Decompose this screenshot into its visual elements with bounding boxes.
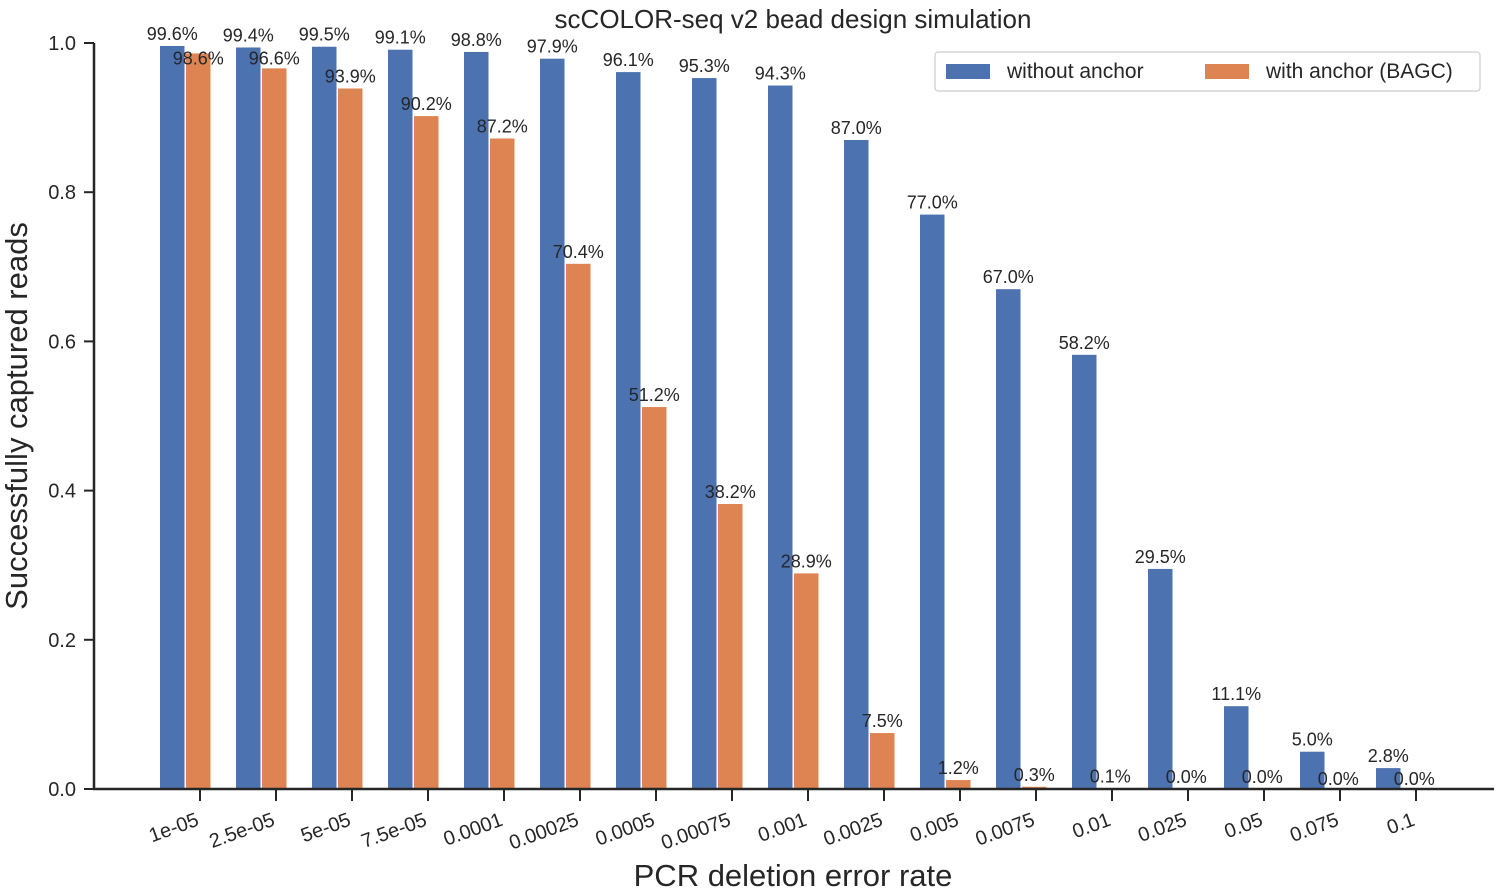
data-label: 96.1% xyxy=(603,50,654,70)
x-tick-label: 5e-05 xyxy=(298,809,354,847)
data-label: 99.6% xyxy=(147,24,198,44)
x-tick-label: 0.1 xyxy=(1384,809,1418,839)
bar-with-anchor xyxy=(490,138,515,789)
legend: without anchor with anchor (BAGC) xyxy=(934,51,1481,92)
bar-without-anchor xyxy=(1148,568,1173,789)
legend-label-with-anchor: with anchor (BAGC) xyxy=(1265,60,1453,83)
data-label: 98.6% xyxy=(173,48,224,68)
data-label: 90.2% xyxy=(401,94,452,114)
data-label: 28.9% xyxy=(781,551,832,571)
data-label: 94.3% xyxy=(755,64,806,84)
x-tick-label: 0.00025 xyxy=(506,809,581,854)
data-label: 38.2% xyxy=(705,482,756,502)
data-label: 1.2% xyxy=(938,758,979,778)
x-tick-label: 0.01 xyxy=(1070,809,1114,843)
y-tick-label: 0.4 xyxy=(48,481,76,503)
legend-swatch-with-anchor xyxy=(1205,64,1249,79)
y-tick-label: 0.6 xyxy=(48,331,76,353)
x-tick-label: 0.0001 xyxy=(441,809,506,851)
x-tick-label: 0.075 xyxy=(1287,809,1342,847)
data-label: 0.0% xyxy=(1242,767,1283,787)
bar-with-anchor xyxy=(718,504,743,789)
x-tick-label: 0.005 xyxy=(907,809,962,847)
bar-without-anchor xyxy=(1224,706,1249,789)
data-label: 98.8% xyxy=(451,30,502,50)
bar-without-anchor xyxy=(768,85,793,790)
x-tick-label: 0.0005 xyxy=(593,809,658,851)
x-tick-label: 2.5e-05 xyxy=(206,809,277,853)
bar-without-anchor xyxy=(540,58,565,789)
bar-without-anchor xyxy=(1072,354,1097,789)
x-tick-label: 1e-05 xyxy=(146,809,202,847)
y-tick-label: 1.0 xyxy=(48,33,76,55)
data-label: 87.0% xyxy=(831,118,882,138)
bar-without-anchor xyxy=(160,45,185,789)
data-label: 96.6% xyxy=(249,48,300,68)
y-tick-label: 0.8 xyxy=(48,182,76,204)
x-axis-label: PCR deletion error rate xyxy=(634,858,953,893)
y-axis-label: Successfully captured reads xyxy=(0,222,34,610)
legend-swatch-without-anchor xyxy=(946,64,990,79)
data-label: 0.1% xyxy=(1090,766,1131,786)
data-label: 99.1% xyxy=(375,28,426,48)
bar-without-anchor xyxy=(388,49,413,790)
data-label: 87.2% xyxy=(477,116,528,136)
data-label: 11.1% xyxy=(1211,684,1261,704)
data-label: 7.5% xyxy=(862,711,903,731)
data-label: 5.0% xyxy=(1292,730,1333,750)
y-tick-label: 0.0 xyxy=(48,779,76,801)
data-label: 93.9% xyxy=(325,67,376,87)
data-label: 51.2% xyxy=(629,385,680,405)
x-tick-label: 0.0025 xyxy=(821,809,886,851)
bar-without-anchor xyxy=(996,289,1021,789)
bar-without-anchor xyxy=(692,78,717,789)
data-label: 97.9% xyxy=(527,37,578,57)
x-tick-label: 0.05 xyxy=(1222,809,1266,843)
data-label: 0.0% xyxy=(1166,767,1207,787)
data-label: 0.0% xyxy=(1318,769,1359,789)
data-label: 77.0% xyxy=(907,193,958,213)
chart-title: scCOLOR-seq v2 bead design simulation xyxy=(555,4,1032,34)
data-label: 0.3% xyxy=(1014,765,1055,785)
x-tick-label: 0.001 xyxy=(755,809,810,847)
bar-without-anchor xyxy=(236,47,261,789)
legend-label-without-anchor: without anchor xyxy=(1006,60,1144,83)
bar-with-anchor xyxy=(414,116,439,789)
bar-with-anchor xyxy=(642,407,667,789)
bar-without-anchor xyxy=(312,46,337,790)
data-label: 58.2% xyxy=(1059,333,1110,353)
bar-with-anchor xyxy=(946,780,971,789)
x-tick-label: 0.00075 xyxy=(658,809,733,854)
y-tick-label: 0.2 xyxy=(48,630,76,652)
bar-with-anchor xyxy=(186,53,211,790)
data-label: 95.3% xyxy=(679,56,730,76)
data-label: 2.8% xyxy=(1368,746,1409,766)
bar-without-anchor xyxy=(920,214,945,789)
bar-without-anchor xyxy=(464,51,489,789)
x-tick-label: 0.025 xyxy=(1135,809,1190,847)
x-tick-label: 7.5e-05 xyxy=(358,809,429,853)
data-label: 67.0% xyxy=(983,267,1034,287)
data-label: 99.5% xyxy=(299,25,350,45)
bar-with-anchor xyxy=(566,263,591,789)
bar-with-anchor xyxy=(870,733,895,789)
bar-with-anchor xyxy=(794,573,819,789)
data-label: 0.0% xyxy=(1394,769,1435,789)
data-label: 29.5% xyxy=(1135,547,1186,567)
bar-without-anchor xyxy=(1376,768,1401,789)
bar-with-anchor xyxy=(262,68,287,789)
data-label: 70.4% xyxy=(553,242,604,262)
data-label: 99.4% xyxy=(223,25,274,45)
bar-with-anchor xyxy=(338,88,363,790)
bar-without-anchor xyxy=(844,139,869,790)
bar-without-anchor xyxy=(1300,751,1325,789)
x-tick-label: 0.0075 xyxy=(973,809,1038,851)
bar-without-anchor xyxy=(616,72,641,790)
